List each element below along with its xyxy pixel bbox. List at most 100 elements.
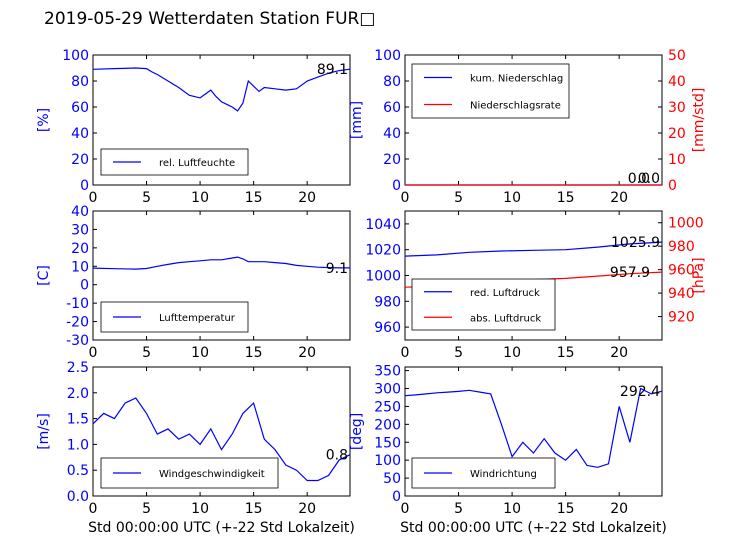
plot-frame <box>92 210 351 341</box>
y-tick-label: 30 <box>71 222 89 238</box>
y-tick-label: 60 <box>383 100 401 116</box>
x-tick-label: 20 <box>610 345 628 361</box>
x-tick-label: 15 <box>245 190 263 206</box>
y-right-tick-label: 920 <box>668 310 695 326</box>
x-tick-label: 20 <box>298 501 316 517</box>
y-tick-label: 20 <box>71 152 89 168</box>
last-value-label: 89.1 <box>317 62 348 78</box>
x-tick-label: 10 <box>191 501 209 517</box>
y-tick-label: 250 <box>374 399 401 415</box>
x-tick-label: 15 <box>245 345 263 361</box>
y-axis-label: [mm] <box>349 101 365 139</box>
last-value-label: 9.1 <box>326 261 348 277</box>
y-tick-label: 300 <box>374 382 401 398</box>
y-tick-label: 2.5 <box>67 360 89 376</box>
series-line-windrichtung <box>404 387 663 468</box>
plot-frame <box>404 366 663 497</box>
last-value-label: 0.0 <box>628 171 650 187</box>
x-tick-label: 5 <box>142 345 151 361</box>
last-value-label: 292.4 <box>620 384 660 400</box>
y-right-tick-label: 50 <box>668 48 686 64</box>
y-tick-label: 350 <box>374 364 401 380</box>
legend-box <box>411 63 570 119</box>
x-tick-label: 5 <box>454 345 463 361</box>
y-right-axis-label: [hPa] <box>691 257 707 293</box>
chart-title: 2019-05-29 Wetterdaten Station FUR□ <box>44 9 376 29</box>
y-right-tick-label: 980 <box>668 239 695 255</box>
last-value-label: 957.9 <box>610 265 650 281</box>
y-tick-label: 40 <box>383 126 401 142</box>
last-value-label: 0.0 <box>638 171 660 187</box>
x-tick-label: 20 <box>610 190 628 206</box>
y-tick-label: 200 <box>374 417 401 433</box>
y-right-tick-label: 1000 <box>668 216 704 232</box>
x-tick-label: 5 <box>454 501 463 517</box>
y-tick-label: 20 <box>71 241 89 257</box>
y-tick-label: 0 <box>392 489 401 505</box>
x-tick-label: 5 <box>142 501 151 517</box>
legend-label: red. Luftdruck <box>470 288 540 299</box>
x-tick-label: 10 <box>503 190 521 206</box>
x-tick-label: 0 <box>401 501 410 517</box>
legend-label: Windrichtung <box>470 469 537 480</box>
y-right-tick-label: 940 <box>668 286 695 302</box>
y-axis-label: [%] <box>36 108 52 132</box>
y-right-tick-label: 0 <box>668 178 677 194</box>
y-tick-label: 60 <box>71 100 89 116</box>
legend-label: kum. Niederschlag <box>470 74 563 85</box>
y-tick-label: 80 <box>383 74 401 90</box>
legend-label: Lufttemperatur <box>159 313 236 324</box>
x-axis-label: Std 00:00:00 UTC (+-22 Std Lokalzeit) <box>88 520 355 536</box>
y-tick-label: 0 <box>80 278 89 294</box>
last-value-label: 1025.9 <box>611 235 660 251</box>
series-line-windgeschwindigkeit <box>92 397 351 482</box>
y-tick-label: 100 <box>374 48 401 64</box>
plot-frame <box>92 54 351 186</box>
x-tick-label: 10 <box>503 501 521 517</box>
x-tick-label: 15 <box>557 190 575 206</box>
x-tick-label: 15 <box>245 501 263 517</box>
y-tick-label: 980 <box>374 294 401 310</box>
x-tick-label: 5 <box>142 190 151 206</box>
x-tick-label: 0 <box>401 190 410 206</box>
series-line-rel-luftfeuchte <box>92 67 351 112</box>
last-value-label: 0.8 <box>326 448 348 464</box>
plot-frame <box>92 366 351 497</box>
y-tick-label: 100 <box>374 453 401 469</box>
y-tick-label: 1000 <box>365 269 401 285</box>
y-tick-label: 50 <box>383 471 401 487</box>
x-tick-label: 0 <box>401 345 410 361</box>
x-tick-label: 15 <box>557 501 575 517</box>
y-tick-label: 40 <box>71 204 89 220</box>
y-tick-label: 0.5 <box>67 463 89 479</box>
y-right-tick-label: 30 <box>668 100 686 116</box>
y-axis-label: [m/s] <box>36 413 52 450</box>
legend-label: rel. Luftfeuchte <box>159 158 235 169</box>
legend-box <box>411 278 556 331</box>
y-right-tick-label: 10 <box>668 152 686 168</box>
y-tick-label: 100 <box>62 48 89 64</box>
x-tick-label: 0 <box>89 501 98 517</box>
y-tick-label: 1.5 <box>67 412 89 428</box>
y-tick-label: 40 <box>71 126 89 142</box>
x-tick-label: 0 <box>89 345 98 361</box>
legend-label: abs. Luftdruck <box>470 313 541 324</box>
y-tick-label: 960 <box>374 320 401 336</box>
x-tick-label: 5 <box>454 190 463 206</box>
x-tick-label: 20 <box>610 501 628 517</box>
y-tick-label: 1.0 <box>67 437 89 453</box>
y-axis-label: [C] <box>36 265 52 286</box>
y-right-axis-label: [mm/std] <box>691 88 707 153</box>
y-right-tick-label: 40 <box>668 74 686 90</box>
y-tick-label: 1040 <box>365 217 401 233</box>
legend-label: Niederschlagsrate <box>470 101 561 112</box>
y-tick-label: 10 <box>71 259 89 275</box>
y-tick-label: 2.0 <box>67 386 89 402</box>
legend-label: Windgeschwindigkeit <box>159 469 265 480</box>
y-tick-label: 80 <box>71 74 89 90</box>
x-tick-label: 10 <box>191 345 209 361</box>
x-tick-label: 10 <box>191 190 209 206</box>
y-axis-label: [deg] <box>349 413 365 450</box>
y-right-tick-label: 20 <box>668 126 686 142</box>
